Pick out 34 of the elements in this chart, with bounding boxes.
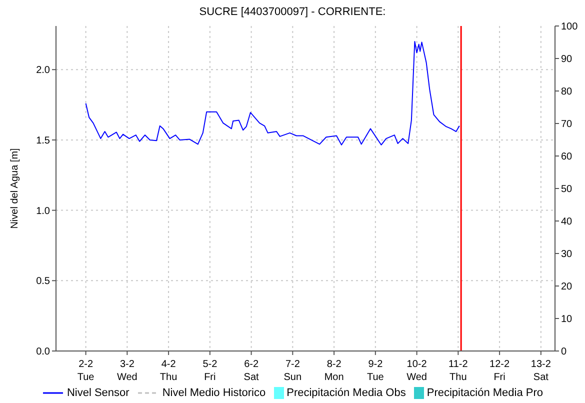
y-axis-title: Nivel del Agua [m] <box>10 148 21 229</box>
y2-tick-label: 20 <box>561 282 573 293</box>
x-tick-label: 12-2 Fri <box>490 359 510 383</box>
legend-label: Precipitación Media Obs <box>286 387 406 399</box>
y2-tick-label: 100 <box>561 22 578 33</box>
x-tick-label: 10-2 Wed <box>406 359 428 383</box>
y-tick-label: 0.5 <box>36 276 50 288</box>
y2-tick-label: 90 <box>561 54 573 66</box>
x-tick-label: 8-2 Mon <box>324 359 344 383</box>
x-tick-label: 9-2 Tue <box>366 359 384 383</box>
legend-label: Nivel Medio Historico <box>162 387 266 399</box>
chart-title: SUCRE [4403700097] - CORRIENTE: <box>198 6 387 18</box>
y2-tick-label: 80 <box>561 86 573 98</box>
x-tick-label: 11-2 Thu <box>448 359 468 383</box>
y2-tick-label: 40 <box>561 216 573 228</box>
x-tick-label: 4-2 Thu <box>160 359 178 383</box>
y-tick-label: 2.0 <box>36 65 50 76</box>
y2-tick-label: 60 <box>561 152 573 163</box>
y-tick-label: 0.0 <box>36 346 50 358</box>
x-tick-label: 5-2 Fri <box>202 359 218 383</box>
y-tick-label: 1.0 <box>36 206 50 217</box>
y2-tick-label: 70 <box>561 119 573 130</box>
y2-tick-label: 50 <box>561 184 573 196</box>
x-tick-label: 3-2 Wed <box>116 359 138 383</box>
y-tick-label: 1.5 <box>36 136 50 147</box>
x-tick-label: 7-2 Sun <box>284 359 302 383</box>
y2-tick-label: 30 <box>561 249 573 260</box>
x-tick-label: 2-2 Tue <box>77 359 95 383</box>
y2-tick-label: 10 <box>561 314 573 326</box>
y2-tick-label: 0 <box>561 346 567 358</box>
x-tick-label: 13-2 Sat <box>530 359 552 383</box>
legend-label: Precipitación Media Pro <box>426 387 544 399</box>
x-tick-label: 6-2 Sat <box>244 359 260 383</box>
legend-label: Nivel Sensor <box>66 387 130 399</box>
